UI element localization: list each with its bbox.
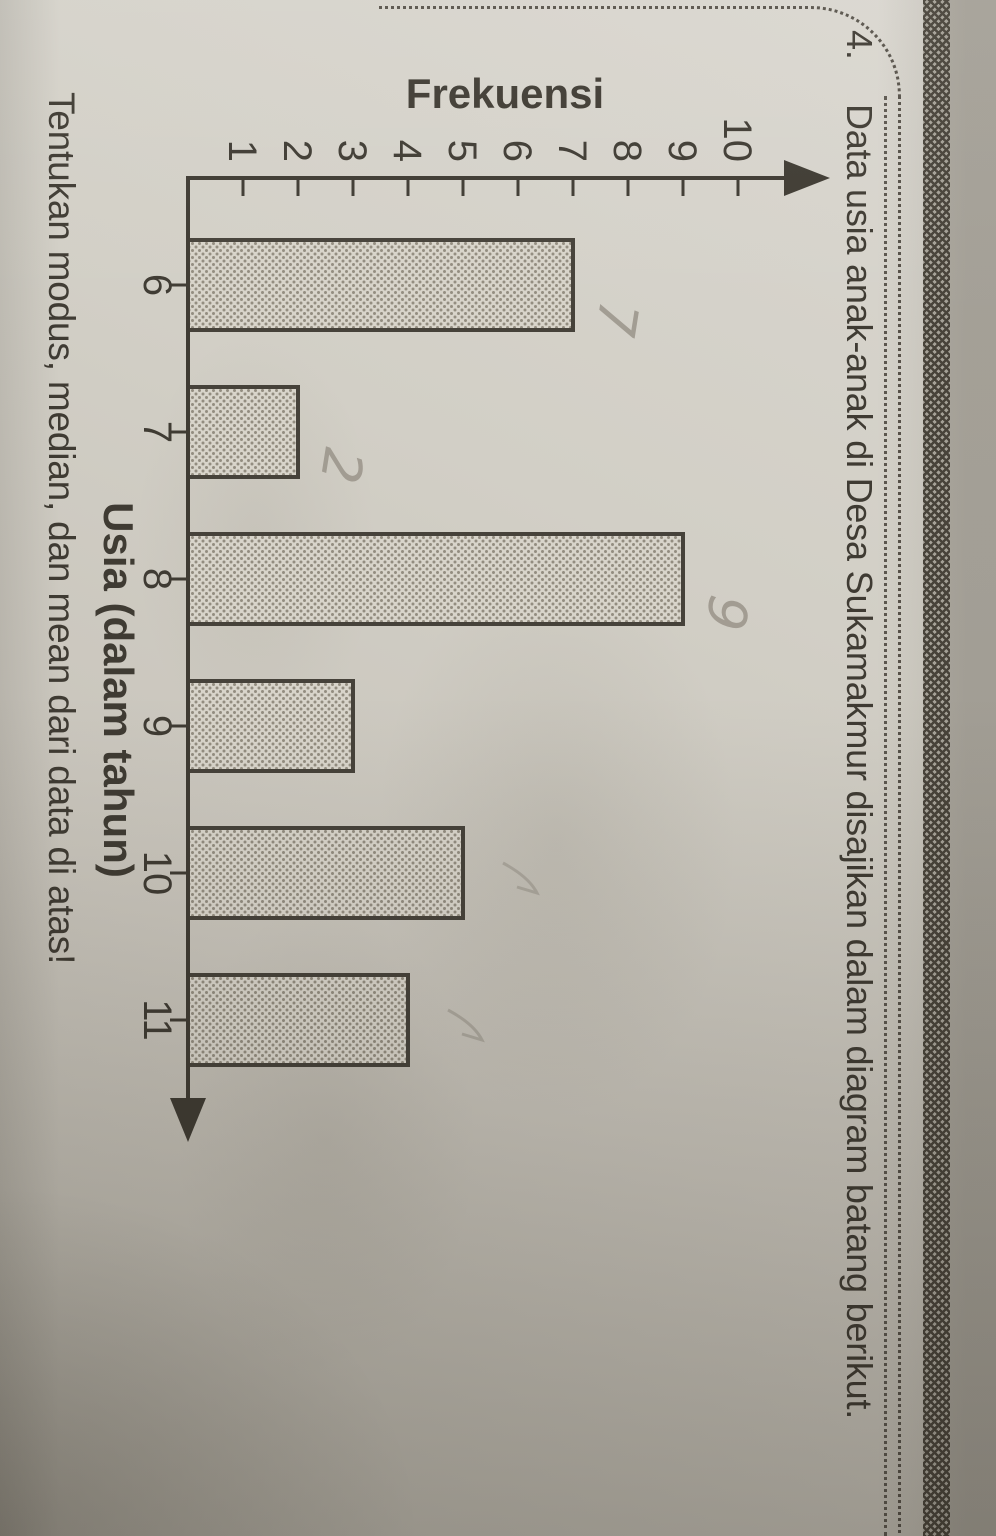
y-tick-label: 3 (330, 140, 374, 162)
y-axis-title: Frekuensi (406, 70, 604, 117)
y-axis-arrow-icon (784, 160, 830, 196)
x-axis-arrow-icon (170, 1098, 206, 1142)
pencil-stroke (447, 1008, 485, 1043)
x-tick-label: 8 (135, 568, 179, 590)
bar-age-7 (186, 385, 300, 479)
x-axis-title: Usia (dalam tahun) (95, 502, 142, 878)
ticks (170, 178, 740, 1022)
y-tick-label: 9 (660, 140, 704, 162)
bar-age-10 (186, 826, 465, 920)
bar-age-8 (186, 532, 685, 626)
x-tick-label: 10 (135, 851, 179, 896)
pencil-annotations: 7 2 9 (308, 297, 761, 1043)
x-tick-label: 7 (135, 421, 179, 443)
pencil-stroke (502, 861, 540, 896)
x-tick-label: 11 (135, 999, 179, 1041)
pencil-mark: 9 (693, 591, 761, 635)
pencil-mark: 2 (308, 444, 376, 488)
problem-question: Tentukan modus, median, dan mean dari da… (41, 92, 82, 965)
y-tick-label: 10 (715, 118, 759, 163)
pencil-mark: 7 (583, 297, 651, 341)
y-tick-label: 4 (385, 140, 429, 162)
x-tick-label: 9 (135, 715, 179, 737)
bars (186, 238, 685, 1067)
x-tick-label: 6 (135, 274, 179, 296)
y-tick-label: 7 (550, 140, 594, 162)
y-tick-label: 1 (220, 140, 264, 162)
bar-age-9 (186, 679, 355, 773)
y-tick-label: 5 (440, 140, 484, 162)
bar-age-6 (186, 238, 575, 332)
bar-age-11 (186, 973, 410, 1067)
y-tick-label: 6 (495, 140, 539, 162)
y-tick-label: 8 (605, 140, 649, 162)
y-tick-label: 2 (275, 140, 319, 162)
axes (170, 160, 830, 1142)
